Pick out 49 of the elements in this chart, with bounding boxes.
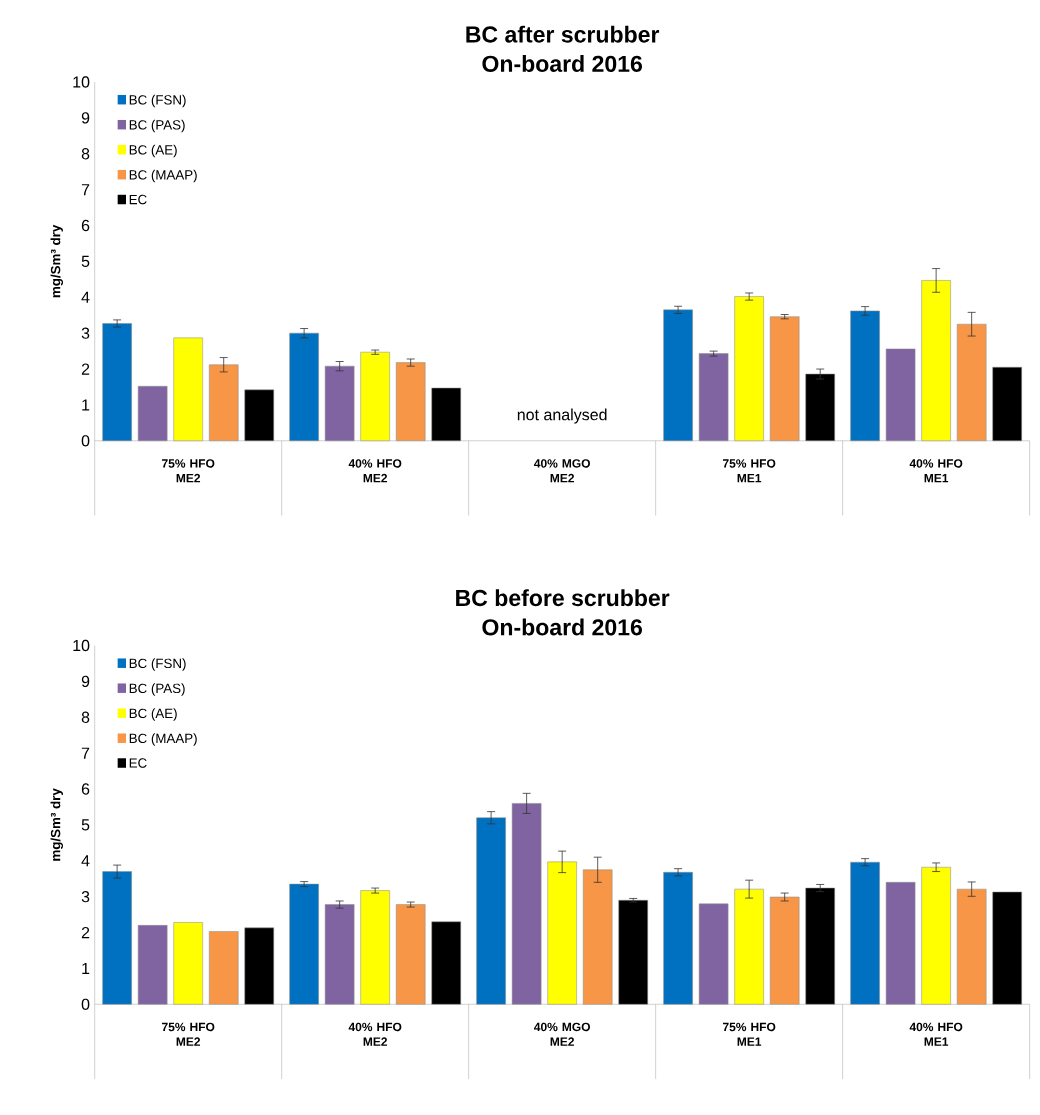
- y-axis-title: mg/Sm³ dry: [50, 788, 63, 861]
- legend-label: EC: [129, 194, 147, 205]
- chart-title: BC before scrubber: [455, 589, 670, 607]
- y-tick-label: 10: [73, 639, 90, 652]
- y-tick-label: 0: [81, 435, 90, 447]
- y-tick-label: 3: [81, 327, 90, 339]
- legend-label: BC (FSN): [129, 94, 186, 108]
- x-tick-label: 40% MGO ME2: [533, 1022, 590, 1046]
- legend-label: BC (PAS): [129, 683, 185, 696]
- x-tick-label: 40% HFO ME1: [909, 1022, 963, 1046]
- y-tick-label: 7: [81, 184, 90, 196]
- y-tick-label: 6: [81, 783, 90, 795]
- y-tick-label: 8: [81, 148, 90, 160]
- x-tick-label: 40% HFO ME1: [909, 459, 963, 483]
- x-tick-label: 75% HFO ME1: [722, 1022, 776, 1046]
- y-tick-label: 0: [81, 998, 90, 1010]
- y-tick-label: 1: [82, 962, 90, 974]
- chart-title: BC after scrubber: [466, 25, 659, 43]
- y-tick-label: 2: [81, 363, 90, 375]
- x-tick-label: 75% HFO ME2: [161, 1022, 215, 1046]
- y-tick-label: 4: [81, 291, 90, 303]
- y-axis-title: mg/Sm³ dry: [50, 224, 63, 298]
- y-tick-label: 3: [81, 891, 90, 903]
- legend-label: BC (MAAP): [129, 169, 197, 183]
- legend-label: BC (AE): [129, 708, 177, 721]
- x-tick-label: 75% HFO ME1: [722, 459, 776, 483]
- legend-label: BC (FSN): [129, 658, 186, 671]
- legend-label: BC (PAS): [129, 119, 185, 133]
- y-tick-label: 10: [73, 76, 90, 88]
- y-tick-label: 9: [81, 675, 90, 688]
- y-tick-label: 6: [81, 219, 90, 232]
- y-tick-label: 9: [81, 112, 90, 124]
- y-tick-label: 1: [82, 399, 90, 411]
- annotation: not analysed: [517, 408, 607, 424]
- chart-subtitle: On-board 2016: [482, 618, 642, 636]
- legend-label: EC: [129, 758, 147, 768]
- x-tick-label: 40% MGO ME2: [533, 459, 590, 483]
- x-tick-label: 40% HFO ME2: [348, 1022, 402, 1046]
- y-tick-label: 2: [81, 926, 90, 939]
- y-tick-label: 4: [81, 855, 90, 867]
- legend-label: BC (AE): [129, 144, 177, 158]
- y-tick-label: 7: [81, 747, 90, 759]
- y-tick-label: 5: [81, 819, 90, 831]
- chart-subtitle: On-board 2016: [482, 55, 642, 72]
- x-tick-label: 40% HFO ME2: [348, 459, 402, 483]
- x-tick-label: 75% HFO ME2: [161, 459, 215, 483]
- y-tick-label: 5: [81, 255, 90, 267]
- y-tick-label: 8: [81, 711, 90, 723]
- legend-label: BC (MAAP): [129, 733, 197, 746]
